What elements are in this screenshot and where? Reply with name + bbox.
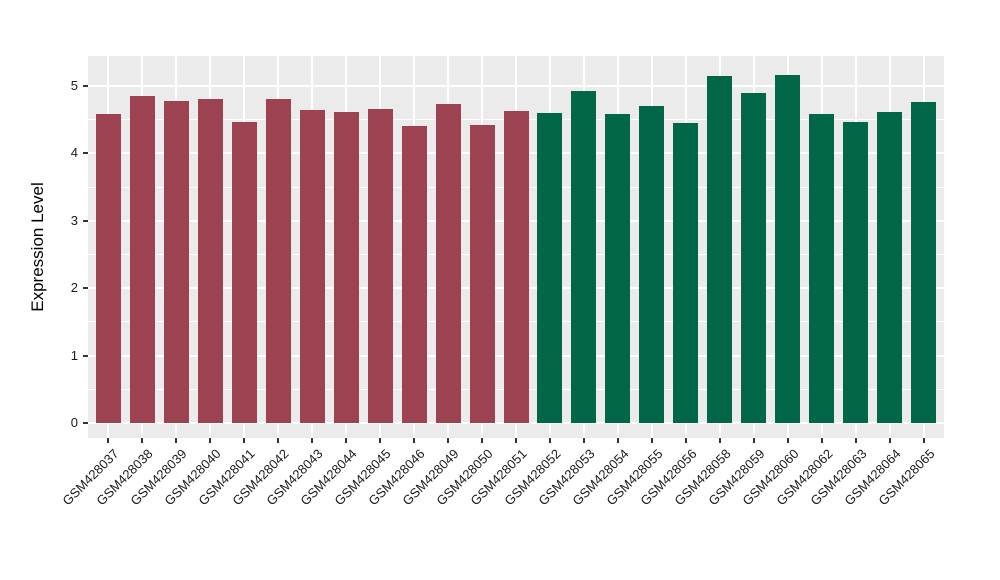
bar (843, 121, 869, 423)
bar (741, 92, 767, 423)
y-tick (83, 354, 88, 357)
y-tick (83, 85, 88, 87)
bar (707, 75, 733, 423)
bar (469, 125, 495, 423)
y-axis-title: Expression Level (28, 182, 47, 312)
x-tick (277, 438, 280, 443)
x-tick (243, 438, 246, 443)
y-tick (83, 287, 88, 290)
bar (163, 100, 189, 423)
x-tick (786, 438, 789, 443)
x-tick (650, 438, 653, 443)
bar (333, 112, 359, 423)
x-tick (752, 438, 755, 443)
x-tick (515, 438, 517, 443)
x-tick (854, 438, 857, 443)
x-tick (209, 438, 212, 443)
x-tick (141, 438, 144, 443)
bar (129, 96, 155, 423)
x-tick (175, 438, 178, 443)
bar (537, 112, 563, 423)
x-tick (582, 438, 585, 443)
x-tick (413, 438, 416, 443)
y-tick (83, 219, 88, 222)
x-tick (345, 438, 348, 443)
bar (809, 114, 835, 423)
bar (503, 110, 529, 423)
y-tick-label: 4 (70, 145, 78, 161)
bar (401, 125, 427, 423)
bar (435, 104, 461, 423)
x-tick (922, 438, 925, 443)
bar (299, 110, 325, 423)
x-tick (107, 438, 110, 443)
y-tick-label: 1 (70, 347, 78, 363)
bar (95, 113, 121, 423)
bar (673, 123, 699, 423)
x-tick (311, 438, 314, 443)
bar (775, 74, 801, 423)
x-tick (616, 438, 619, 443)
bar (197, 98, 223, 423)
bar (605, 114, 631, 423)
y-tick-label: 5 (70, 78, 78, 93)
gridline-major-h (88, 422, 944, 424)
y-tick-label: 2 (70, 280, 78, 296)
bar (231, 121, 257, 423)
x-tick (481, 438, 484, 443)
bar (639, 106, 665, 423)
bar (265, 99, 291, 423)
y-tick-label: 0 (70, 415, 78, 430)
gridline-major-h (88, 85, 944, 87)
x-tick (447, 438, 450, 443)
x-tick (684, 438, 687, 443)
bar (911, 102, 937, 423)
y-tick (83, 422, 88, 424)
x-tick (548, 438, 551, 443)
bar (877, 112, 903, 423)
y-tick-label: 3 (70, 212, 78, 228)
x-tick (820, 438, 823, 443)
y-tick (83, 152, 88, 155)
bar (571, 90, 597, 423)
x-tick (718, 438, 721, 443)
bar (367, 108, 393, 423)
x-tick (888, 438, 891, 443)
x-tick (379, 438, 382, 443)
